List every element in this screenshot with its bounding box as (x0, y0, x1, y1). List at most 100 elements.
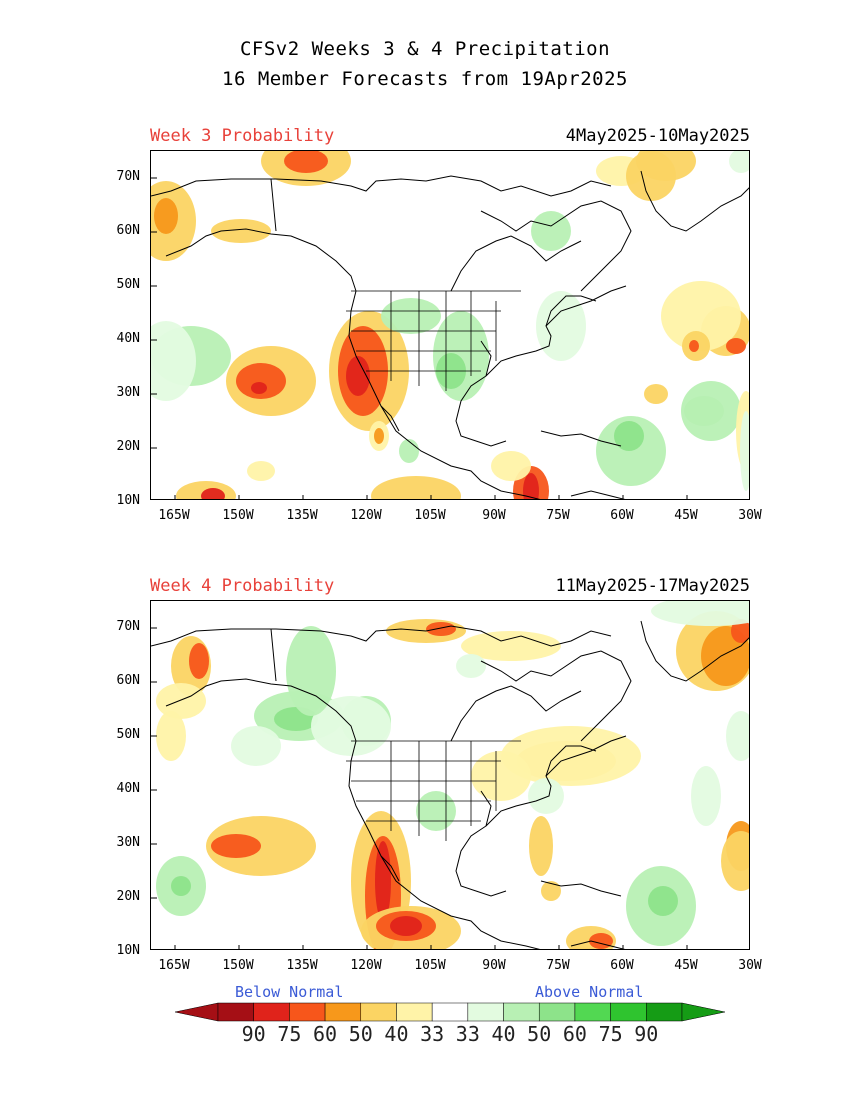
probability-contour (236, 363, 286, 399)
legend-below-label: Below Normal (235, 983, 344, 1001)
coastline (380, 855, 400, 882)
lat-tick-label: 70N (116, 619, 140, 634)
legend-swatch (467, 1002, 504, 1022)
probability-contour (536, 291, 586, 361)
probability-contour (201, 488, 225, 499)
legend-value: 75 (598, 1022, 623, 1046)
coastline (450, 235, 582, 292)
week4-map (150, 600, 750, 950)
legend-swatch (610, 1002, 647, 1022)
probability-contour (731, 619, 749, 643)
probability-contour (691, 766, 721, 826)
probability-contour (626, 151, 676, 201)
coastline (455, 790, 507, 897)
probability-contour (541, 881, 561, 901)
lon-tick-label: 150W (222, 508, 254, 523)
probability-contour (721, 831, 749, 891)
probability-contour (231, 726, 281, 766)
probability-contour (211, 219, 271, 243)
lon-tick-label: 75W (546, 508, 570, 523)
legend-swatch (538, 1002, 576, 1022)
coastline (485, 735, 627, 827)
coastline (545, 745, 597, 777)
probability-contour (528, 778, 564, 814)
probability-contour (247, 461, 275, 481)
probability-contour (648, 886, 678, 916)
probability-contour (375, 841, 391, 921)
lat-tick-label: 40N (116, 781, 140, 796)
lon-tick-label: 135W (286, 958, 318, 973)
coastline (540, 880, 622, 897)
probability-contour (681, 381, 741, 441)
probability-contour (381, 298, 441, 334)
coastline (640, 170, 749, 232)
legend-value: 90 (241, 1022, 266, 1046)
probability-contour (614, 421, 644, 451)
probability-contour (729, 151, 749, 173)
coastline (270, 628, 277, 682)
lat-tick-label: 50N (116, 727, 140, 742)
coastline (480, 650, 632, 742)
week4-label: Week 4 Probability (150, 576, 335, 596)
lon-tick-label: 30W (738, 958, 762, 973)
legend-value: 40 (384, 1022, 409, 1046)
lon-tick-label: 135W (286, 508, 318, 523)
probability-contour (433, 311, 489, 401)
lon-tick-label: 150W (222, 958, 254, 973)
lon-tick-label: 75W (546, 958, 570, 973)
legend-value: 60 (313, 1022, 338, 1046)
title-line-2: 16 Member Forecasts from 19Apr2025 (222, 68, 628, 90)
legend-value: 50 (527, 1022, 552, 1046)
lat-tick-label: 10N (116, 943, 140, 958)
legend-swatch (217, 1002, 254, 1022)
probability-contour (523, 473, 539, 499)
lat-tick-label: 50N (116, 277, 140, 292)
week3-dates: 4May2025-10May2025 (565, 126, 750, 146)
probability-contour (529, 816, 553, 876)
coastline (480, 200, 632, 292)
probability-contour (471, 751, 531, 801)
lon-tick-label: 45W (674, 958, 698, 973)
week3-label: Week 3 Probability (150, 126, 335, 146)
probability-contour (374, 428, 384, 444)
coastline (165, 228, 541, 499)
lon-tick-label: 90W (482, 508, 506, 523)
probability-contour (461, 631, 561, 661)
coastline (485, 285, 627, 377)
probability-contour (151, 321, 196, 401)
probability-contour (154, 198, 178, 234)
probability-contour (726, 711, 749, 761)
probability-contour (501, 726, 641, 786)
lon-tick-label: 165W (158, 508, 190, 523)
probability-contour (740, 411, 749, 491)
legend-swatch (396, 1002, 433, 1022)
lon-tick-label: 30W (738, 508, 762, 523)
coastline (540, 430, 622, 447)
legend-above-label: Above Normal (535, 983, 644, 1001)
lon-tick-label: 120W (350, 958, 382, 973)
week3-map (150, 150, 750, 500)
title-line-1: CFSv2 Weeks 3 & 4 Precipitation (239, 38, 611, 60)
probability-contour (189, 643, 209, 679)
legend-value: 40 (491, 1022, 516, 1046)
lon-tick-label: 60W (610, 958, 634, 973)
lon-tick-label: 105W (414, 958, 446, 973)
lon-tick-label: 45W (674, 508, 698, 523)
probability-contour (156, 711, 186, 761)
lat-tick-label: 70N (116, 169, 140, 184)
coastline (455, 340, 507, 447)
coastline (450, 685, 582, 742)
coastline (151, 175, 612, 197)
probability-contour (651, 601, 749, 626)
probability-contour (416, 791, 456, 831)
legend-value: 33 (420, 1022, 445, 1046)
legend-value: 33 (455, 1022, 480, 1046)
probability-contour (689, 340, 699, 352)
lat-tick-label: 30N (116, 385, 140, 400)
lat-tick-label: 10N (116, 493, 140, 508)
lon-tick-label: 90W (482, 958, 506, 973)
lat-tick-label: 30N (116, 835, 140, 850)
legend-arrow-above (681, 1002, 726, 1022)
coastline (165, 678, 541, 949)
probability-contour (156, 683, 206, 719)
